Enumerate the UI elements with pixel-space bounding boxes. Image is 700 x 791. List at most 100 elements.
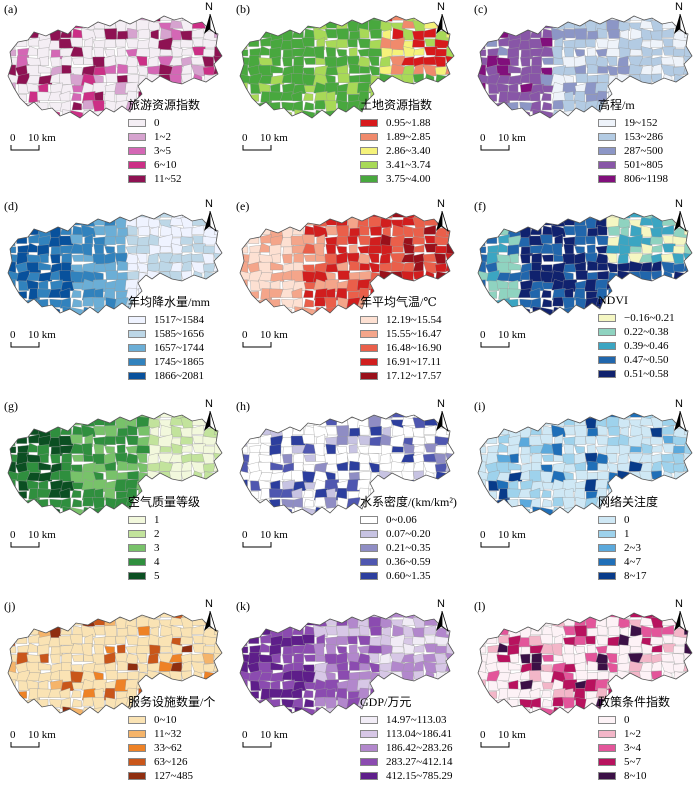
map-district (349, 213, 358, 218)
map-district (27, 45, 38, 56)
map-district (576, 307, 587, 315)
map-district (105, 73, 118, 83)
map-district (117, 427, 129, 437)
map-district (507, 47, 520, 59)
map-district (606, 19, 620, 32)
legend-label: 12.19~15.54 (386, 314, 442, 326)
map-district (606, 55, 618, 66)
map-district (71, 282, 84, 290)
scale-zero-label: 0 (10, 529, 16, 541)
legend-label: 0~0.06 (386, 514, 417, 526)
map-district (15, 516, 28, 521)
map-district (240, 679, 248, 690)
map-district (335, 225, 349, 238)
map-panel-e: (e) N 年平均气温/℃ 12.19~15.54 15.55~16.47 16.48~1… (232, 197, 460, 387)
map-district (270, 262, 283, 271)
map-district (617, 55, 629, 67)
map-district (29, 705, 38, 715)
map-district (485, 627, 498, 637)
map-district (70, 119, 83, 124)
legend-swatch (598, 530, 616, 538)
map-district (104, 49, 115, 57)
map-district (259, 45, 270, 56)
map-district (314, 117, 328, 118)
map-district (240, 82, 248, 93)
map-district (359, 27, 370, 39)
map-district (389, 452, 405, 463)
map-district (260, 91, 272, 103)
map-district (15, 227, 28, 237)
map-district (293, 452, 304, 465)
scale-bar: 0 10 km (10, 529, 90, 553)
legend-item: 0.95~1.88 (360, 116, 432, 130)
map-district (478, 216, 488, 229)
map-district (673, 118, 686, 124)
map-district (136, 55, 148, 66)
map-district (39, 453, 49, 463)
map-panel-d: (d) N 年均降水量/mm 1517~1584 1585~1656 1657~1744 1… (0, 197, 228, 387)
map-district (496, 316, 507, 321)
map-district (26, 82, 39, 93)
map-district (247, 94, 259, 102)
map-district (324, 425, 338, 436)
legend-item: 287~500 (598, 144, 668, 158)
map-district (695, 417, 698, 426)
map-district (15, 300, 28, 307)
map-district (496, 20, 511, 29)
map-district (541, 254, 554, 262)
map-district (695, 76, 698, 84)
map-district (336, 436, 348, 445)
map-district (190, 661, 205, 674)
map-district (661, 487, 673, 498)
map-district (478, 101, 486, 112)
legend-item: 16.48~16.90 (360, 341, 441, 355)
map-district (368, 19, 382, 32)
legend-item: 1~2 (598, 727, 670, 741)
map-district (225, 617, 228, 626)
map-district (260, 634, 272, 644)
map-district (509, 709, 522, 715)
map-district (498, 434, 510, 444)
map-district (563, 288, 574, 299)
map-district (587, 427, 599, 437)
map-district (509, 653, 519, 663)
map-district (149, 279, 159, 291)
scale-bar: 0 10 km (242, 329, 322, 353)
map-district (694, 289, 698, 298)
map-district (434, 463, 447, 473)
legend-label: 3.75~4.00 (386, 173, 431, 185)
map-district (247, 300, 260, 307)
map-district (258, 461, 273, 474)
map-district (15, 316, 28, 321)
map-district (304, 413, 314, 420)
map-district (627, 83, 643, 94)
map-district (47, 213, 60, 219)
map-district (496, 217, 511, 226)
map-district (81, 643, 93, 657)
map-district (180, 39, 193, 48)
legend-swatch (128, 175, 146, 183)
map-district (240, 19, 250, 32)
legend-swatch (360, 530, 378, 538)
map-district (61, 652, 72, 665)
map-district (136, 280, 148, 290)
map-district (649, 681, 665, 690)
legend-swatch (598, 314, 616, 322)
map-district (69, 37, 83, 47)
legend-title: 年平均气温/℃ (360, 295, 437, 309)
map-district (105, 670, 118, 680)
map-district (325, 46, 336, 58)
map-district (227, 109, 228, 120)
map-district (15, 94, 27, 102)
map-district (47, 613, 60, 619)
map-district (499, 705, 508, 715)
legend-item: 0.51~0.58 (598, 367, 675, 381)
map-district (683, 316, 694, 321)
map-district (359, 463, 370, 471)
map-district (93, 517, 105, 521)
map-district (563, 643, 574, 655)
map-district (456, 689, 460, 698)
map-district (70, 716, 83, 721)
choropleth-map (239, 612, 460, 716)
map-district (247, 706, 260, 715)
